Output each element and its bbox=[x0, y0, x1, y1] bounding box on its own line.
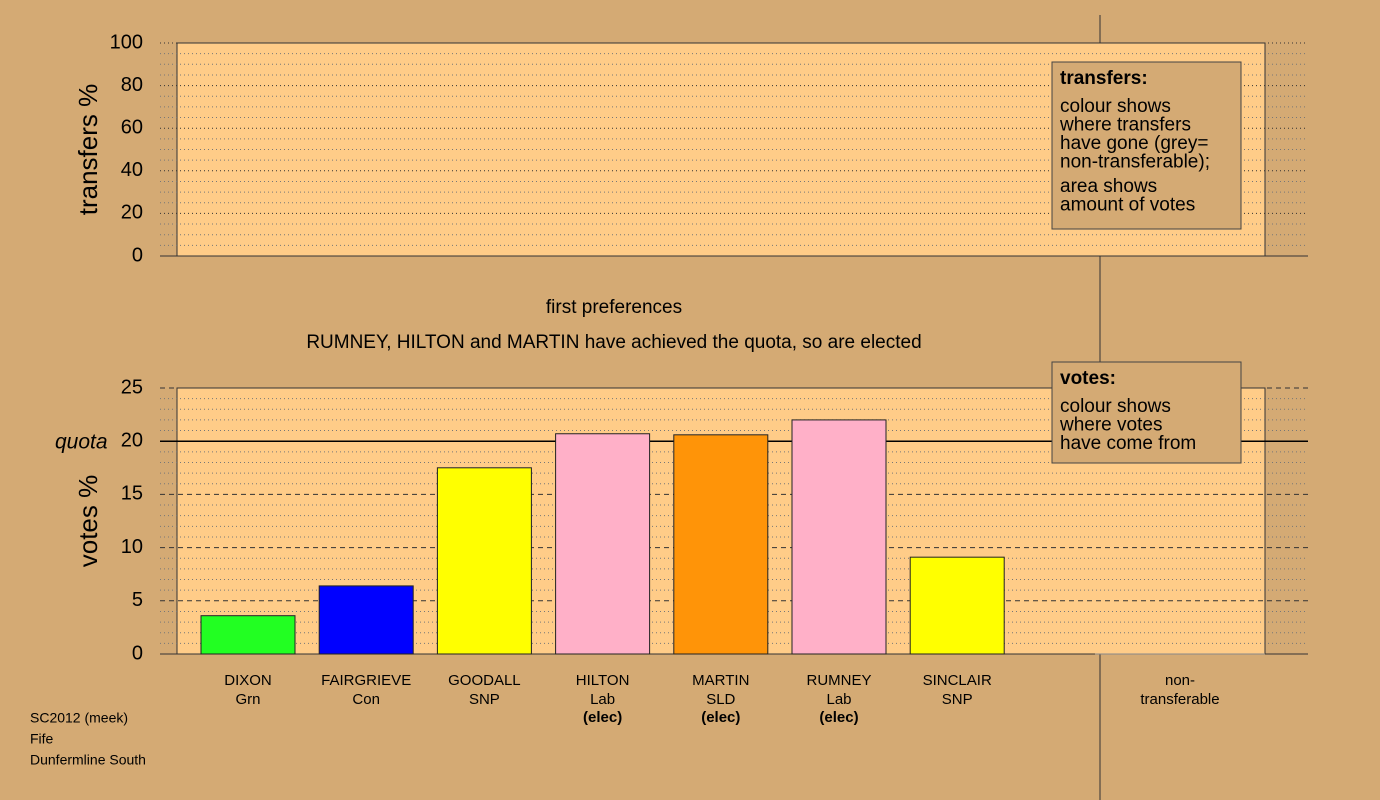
y-tick-label: 100 bbox=[110, 31, 143, 53]
elected-note: (elec) bbox=[701, 709, 740, 726]
y-tick-label: 0 bbox=[132, 642, 143, 664]
x-tick-party: Lab bbox=[826, 691, 851, 708]
chart-title: first preferences bbox=[546, 297, 682, 318]
elected-note: (elec) bbox=[583, 709, 622, 726]
legend-text: where votes bbox=[1059, 415, 1162, 436]
x-tick-label: SINCLAIR bbox=[923, 672, 992, 689]
y-tick-label: 20 bbox=[121, 429, 143, 451]
elected-note: (elec) bbox=[819, 709, 858, 726]
x-tick-label: RUMNEY bbox=[806, 672, 871, 689]
y-tick-label: 0 bbox=[132, 244, 143, 266]
bar bbox=[909, 556, 1005, 655]
legend-text: colour shows bbox=[1060, 396, 1171, 417]
y-axis-label: votes % bbox=[73, 475, 103, 568]
y-tick-label: 25 bbox=[121, 376, 143, 398]
bar bbox=[318, 585, 414, 655]
y-tick-label: 10 bbox=[121, 536, 143, 558]
x-tick-label: DIXON bbox=[224, 672, 272, 689]
x-tick-label: MARTIN bbox=[692, 672, 749, 689]
chart-subtitle: RUMNEY, HILTON and MARTIN have achieved … bbox=[306, 332, 921, 353]
footer-text: Fife bbox=[30, 731, 54, 747]
y-tick-label: 15 bbox=[121, 483, 143, 505]
legend-title: votes: bbox=[1060, 368, 1116, 389]
legend-text: amount of votes bbox=[1060, 195, 1195, 216]
y-tick-label: 20 bbox=[121, 202, 143, 224]
bar bbox=[200, 615, 296, 655]
legend-text: colour shows bbox=[1060, 96, 1171, 117]
x-tick-party: SNP bbox=[942, 691, 973, 708]
bar bbox=[555, 433, 651, 655]
y-tick-label: 80 bbox=[121, 74, 143, 96]
x-tick-party: SNP bbox=[469, 691, 500, 708]
y-tick-label: 5 bbox=[132, 589, 143, 611]
y-tick-label: 60 bbox=[121, 116, 143, 138]
y-axis-label: transfers % bbox=[73, 84, 103, 216]
bar bbox=[436, 467, 532, 655]
x-tick-party: Con bbox=[352, 691, 380, 708]
x-tick-party: Grn bbox=[235, 691, 260, 708]
bar bbox=[673, 434, 769, 655]
footer-text: Dunfermline South bbox=[30, 752, 146, 768]
x-tick-party: Lab bbox=[590, 691, 615, 708]
x-tick-label: HILTON bbox=[576, 672, 630, 689]
legend-text: have come from bbox=[1060, 433, 1196, 454]
x-tick-label: non- bbox=[1165, 672, 1195, 689]
x-tick-party: SLD bbox=[706, 691, 735, 708]
legend-text: area shows bbox=[1060, 176, 1157, 197]
legend-title: transfers: bbox=[1060, 68, 1148, 89]
x-tick-label: GOODALL bbox=[448, 672, 521, 689]
footer-text: SC2012 (meek) bbox=[30, 710, 128, 726]
legend-box bbox=[1051, 61, 1242, 230]
legend-text: non-transferable); bbox=[1060, 152, 1210, 173]
x-tick-party: transferable bbox=[1140, 691, 1219, 708]
legend-text: have gone (grey= bbox=[1060, 133, 1208, 154]
bar bbox=[791, 419, 887, 655]
legend-text: where transfers bbox=[1059, 115, 1191, 136]
x-tick-label: FAIRGRIEVE bbox=[321, 672, 411, 689]
quota-label: quota bbox=[55, 431, 108, 454]
y-tick-label: 40 bbox=[121, 159, 143, 181]
legend-box bbox=[1051, 361, 1242, 464]
